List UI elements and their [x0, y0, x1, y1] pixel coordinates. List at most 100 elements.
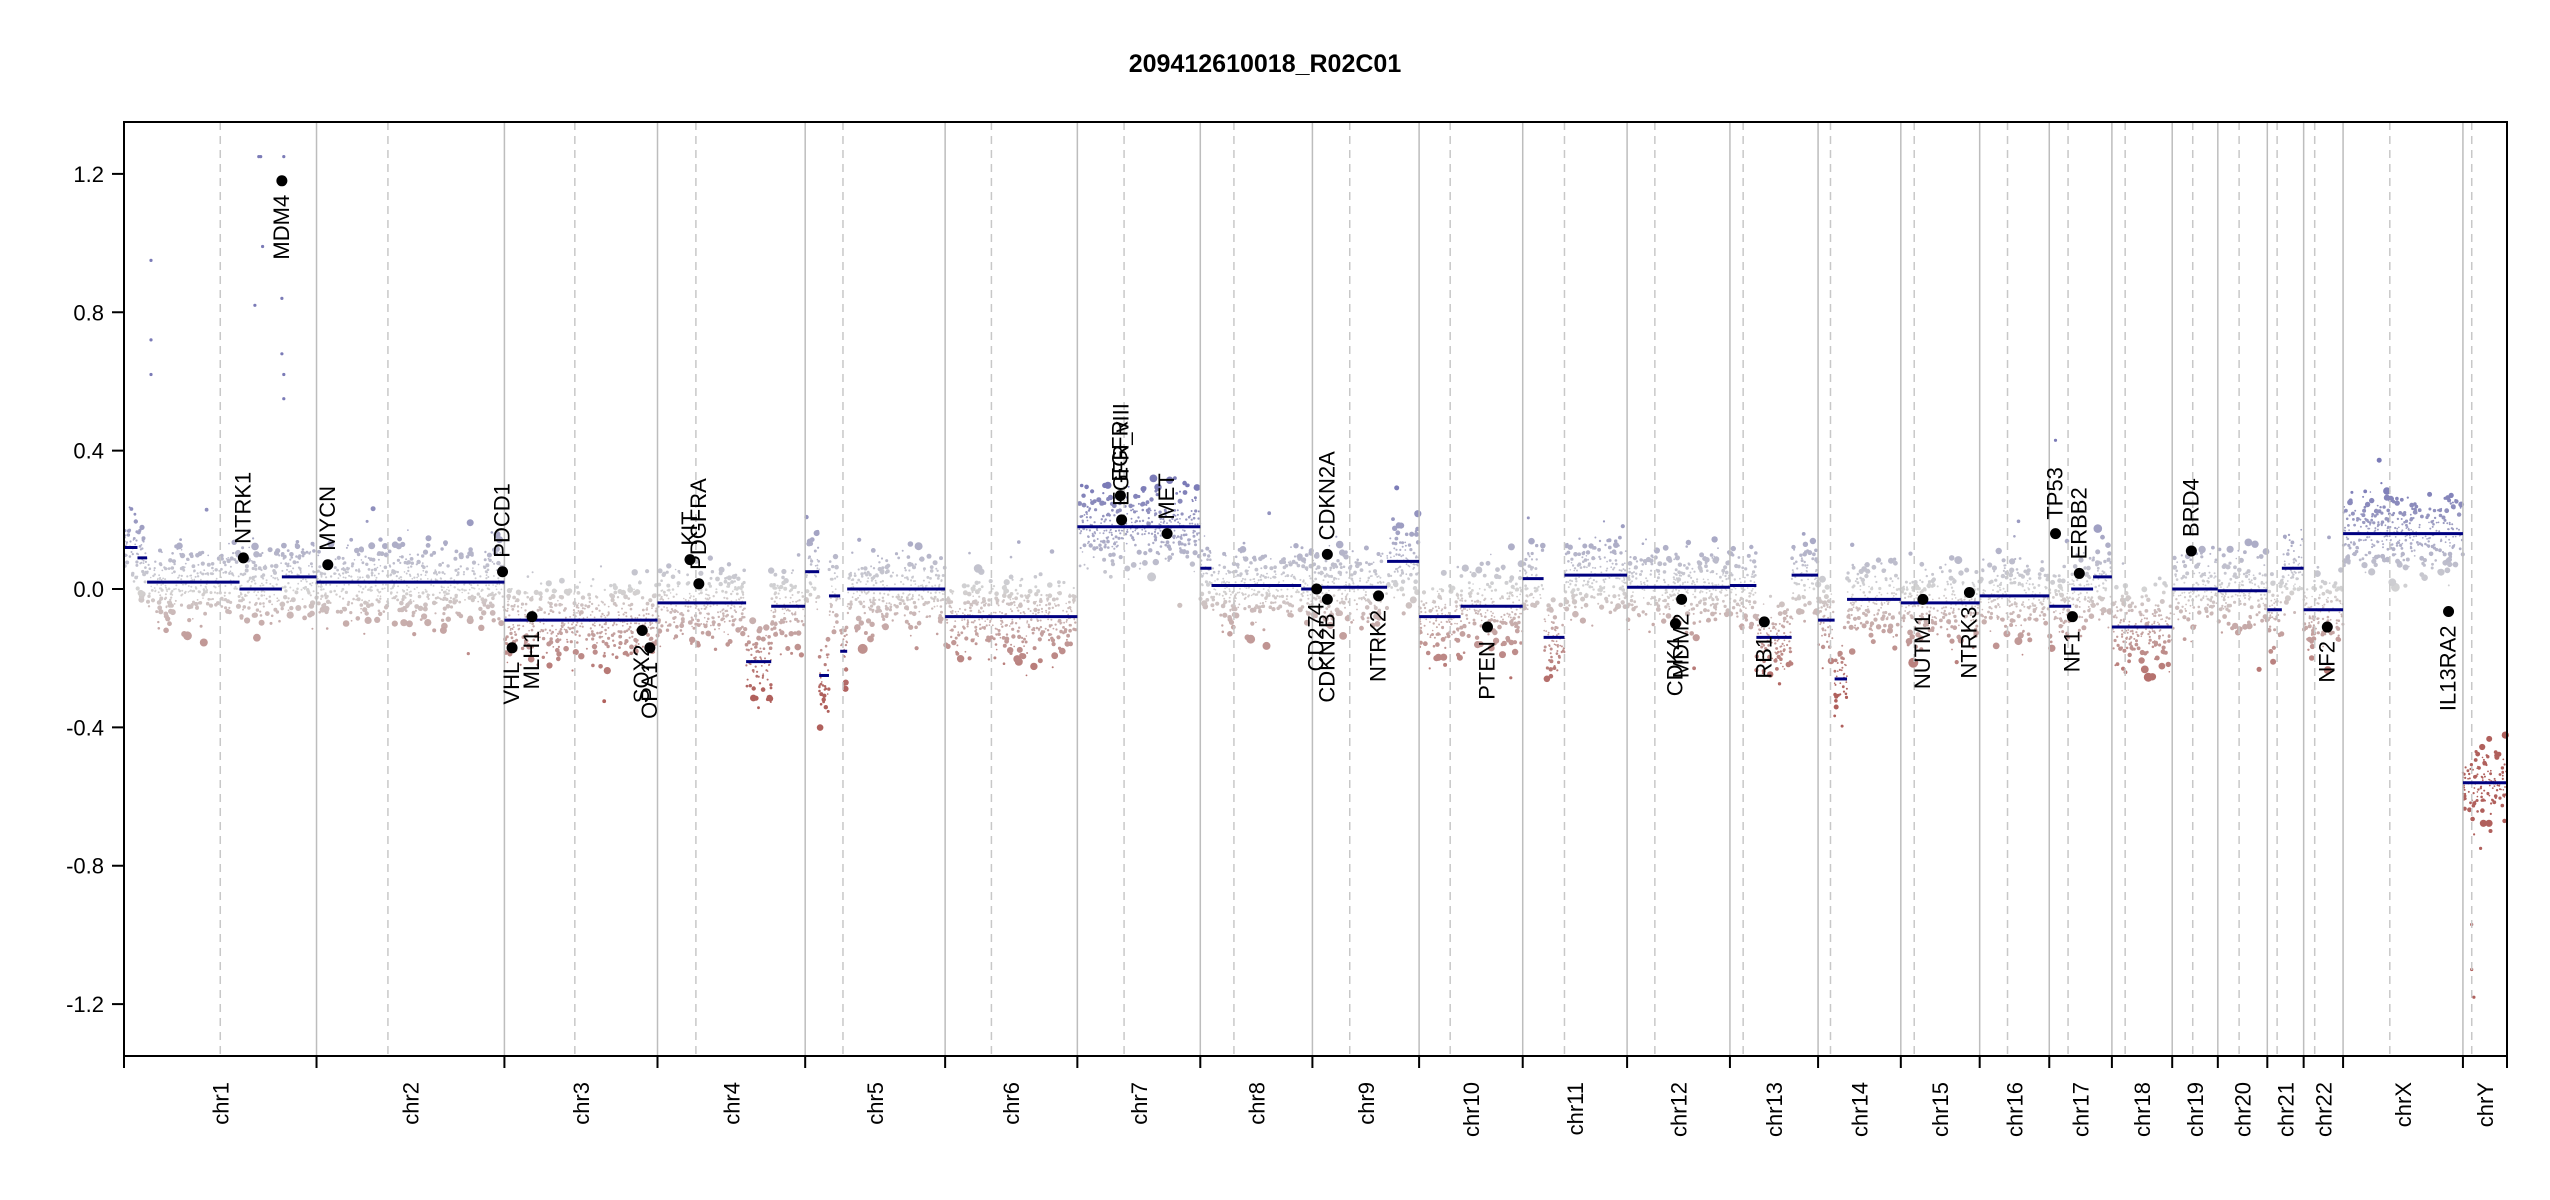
- probe-point: [411, 610, 416, 615]
- probe-point: [1586, 566, 1588, 569]
- probe-point: [443, 540, 448, 546]
- probe-point: [578, 653, 585, 660]
- probe-point: [1051, 606, 1055, 609]
- probe-point: [379, 551, 385, 556]
- probe-point: [675, 593, 678, 596]
- probe-point: [863, 631, 868, 635]
- probe-point: [580, 622, 583, 625]
- probe-point: [187, 618, 192, 623]
- probe-point: [1365, 581, 1368, 584]
- probe-point: [1431, 587, 1435, 591]
- probe-point: [615, 623, 618, 626]
- probe-point: [551, 588, 557, 594]
- probe-point: [1100, 518, 1104, 521]
- probe-point: [1588, 585, 1592, 589]
- probe-point: [1472, 583, 1474, 585]
- probe-point: [1004, 636, 1010, 642]
- probe-point: [729, 607, 733, 610]
- probe-point: [1466, 609, 1469, 611]
- probe-point: [1159, 545, 1163, 548]
- probe-point: [1037, 589, 1040, 593]
- probe-point: [1495, 567, 1500, 572]
- probe-point: [392, 571, 396, 575]
- probe-point: [1159, 529, 1162, 532]
- probe-point: [153, 569, 156, 572]
- probe-point: [1236, 591, 1239, 594]
- probe-point: [1362, 589, 1365, 591]
- probe-point: [1301, 564, 1306, 569]
- probe-point: [1261, 593, 1264, 597]
- probe-point: [885, 612, 889, 616]
- probe-point: [951, 609, 954, 613]
- probe-point: [564, 629, 568, 632]
- probe-point: [1588, 543, 1594, 549]
- probe-point: [747, 635, 750, 638]
- probe-point: [1371, 583, 1374, 586]
- probe-point: [586, 616, 589, 619]
- probe-point: [798, 599, 801, 602]
- probe-point: [1191, 500, 1194, 503]
- probe-point: [663, 606, 665, 608]
- probe-point: [1599, 604, 1605, 610]
- probe-point: [906, 607, 909, 611]
- probe-point: [526, 595, 529, 599]
- probe-point: [242, 605, 247, 609]
- probe-point: [1233, 606, 1238, 612]
- probe-point: [1353, 588, 1355, 591]
- probe-point: [1221, 582, 1223, 584]
- probe-point: [1549, 659, 1554, 664]
- probe-point: [1228, 588, 1231, 590]
- probe-point: [1396, 567, 1399, 570]
- probe-point: [733, 580, 736, 583]
- probe-point: [669, 610, 673, 614]
- probe-point: [1405, 557, 1407, 559]
- probe-point: [1237, 563, 1240, 566]
- probe-point: [1393, 570, 1396, 573]
- probe-point: [1118, 529, 1121, 532]
- probe-point: [1707, 578, 1709, 581]
- probe-point: [662, 598, 665, 601]
- probe-point: [645, 617, 648, 619]
- probe-point: [1671, 590, 1674, 593]
- probe-point: [1592, 579, 1595, 582]
- probe-point: [396, 570, 399, 574]
- probe-point: [779, 584, 784, 590]
- probe-point: [1674, 573, 1678, 576]
- probe-point: [366, 601, 369, 604]
- probe-point: [829, 577, 833, 581]
- probe-point: [1535, 543, 1539, 548]
- probe-point: [1390, 586, 1394, 589]
- probe-point: [166, 590, 169, 593]
- probe-point: [1040, 593, 1043, 597]
- probe-point: [973, 619, 976, 622]
- probe-point: [657, 582, 662, 587]
- probe-point: [752, 671, 755, 673]
- probe-point: [205, 589, 209, 592]
- probe-point: [1224, 554, 1227, 557]
- probe-point: [1011, 634, 1016, 639]
- probe-point: [309, 562, 313, 566]
- probe-point: [665, 570, 669, 574]
- probe-point: [454, 549, 459, 554]
- probe-point: [556, 651, 562, 657]
- probe-point: [690, 616, 693, 619]
- probe-point: [1506, 637, 1511, 643]
- probe-point: [493, 575, 495, 577]
- probe-point: [542, 622, 545, 625]
- probe-point: [995, 601, 999, 604]
- probe-point: [646, 632, 650, 636]
- probe-point: [638, 622, 640, 625]
- probe-point: [1339, 566, 1343, 569]
- probe-point: [286, 611, 294, 619]
- probe-point: [492, 594, 496, 597]
- probe-point: [1693, 570, 1696, 573]
- probe-point: [743, 628, 746, 631]
- probe-point: [497, 577, 500, 580]
- probe-point: [128, 506, 131, 509]
- probe-point: [1254, 582, 1257, 585]
- probe-point: [984, 602, 987, 605]
- probe-point: [1200, 549, 1204, 553]
- probe-point: [1131, 521, 1133, 524]
- probe-point: [938, 614, 942, 618]
- probe-point: [435, 579, 437, 581]
